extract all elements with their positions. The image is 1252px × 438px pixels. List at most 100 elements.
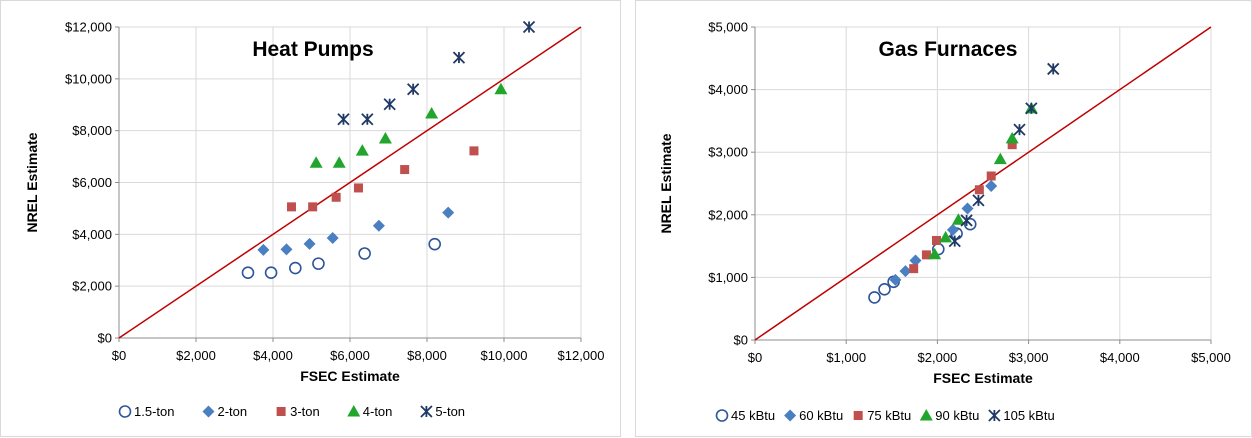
data-point <box>1007 140 1017 150</box>
data-point <box>332 156 346 168</box>
data-point <box>241 266 255 279</box>
series-5-ton <box>337 20 536 126</box>
legend-marker <box>118 405 132 418</box>
x-axis-ticks: $0 $1,000 $2,000 $3,000 $4,000 $5,000 <box>748 340 1231 365</box>
data-point <box>452 51 466 64</box>
x-tick-label: $4,000 <box>1100 350 1140 365</box>
legend-label: 90 kBtu <box>935 408 979 423</box>
data-point <box>425 107 439 119</box>
series-4-ton <box>309 82 508 168</box>
data-point <box>974 185 984 195</box>
legend-marker <box>420 405 433 418</box>
legend-label: 60 kBtu <box>799 408 843 423</box>
data-point <box>928 247 942 260</box>
x-tick-label: $5,000 <box>1191 350 1231 365</box>
data-point <box>286 202 296 212</box>
data-point <box>985 180 998 193</box>
data-point <box>909 254 922 267</box>
data-point <box>264 266 278 279</box>
data-point <box>972 194 985 207</box>
data-point <box>948 234 961 248</box>
data-point <box>303 237 316 250</box>
reference-line <box>754 26 1212 341</box>
data-point <box>921 250 931 260</box>
gas-furnaces-chart: $0 $1,000 $2,000 $3,000 $4,000 $5,000 $0 $1,000… <box>658 20 1231 424</box>
legend-marker <box>347 405 361 417</box>
y-tick-label: $4,000 <box>72 227 112 242</box>
series-60-kbtu <box>889 180 998 286</box>
chart-title: Heat Pumps <box>252 38 373 61</box>
y-tick-label: $8,000 <box>72 123 112 138</box>
data-point <box>280 243 293 256</box>
x-tick-label: $0 <box>112 348 126 363</box>
legend-item-90-kbtu: 90 kBtu <box>919 408 979 423</box>
y-tick-label: $5,000 <box>708 20 748 35</box>
legend-item-2-ton: 2-ton <box>202 404 247 419</box>
legend-item-60-kbtu: 60 kBtu <box>784 408 843 423</box>
gas-furnaces-chart-panel: $0 $1,000 $2,000 $3,000 $4,000 $5,000 $0 $1,000… <box>635 0 1252 437</box>
series-45-kbtu <box>868 217 977 304</box>
data-point <box>960 214 973 227</box>
x-tick-label: $2,000 <box>176 348 216 363</box>
y-tick-label: $2,000 <box>72 279 112 294</box>
data-point <box>946 223 959 236</box>
legend-item-5-ton: 5-ton <box>420 404 465 419</box>
legend-marker <box>919 409 933 421</box>
y-tick-label: $1,000 <box>708 270 748 285</box>
heat-pumps-chart: $0 $2,000 $4,000 $6,000 $8,000 $10,000 $12,000… <box>24 20 605 420</box>
legend-marker <box>202 405 215 418</box>
data-point <box>889 273 902 286</box>
data-point <box>469 146 479 156</box>
x-axis-ticks: $0 $2,000 $4,000 $6,000 $8,000 $10,000 $12,000 <box>112 338 605 363</box>
data-point <box>383 98 396 111</box>
x-tick-label: $4,000 <box>253 348 293 363</box>
series-1-5-ton <box>241 237 442 279</box>
series-2-ton <box>257 206 455 256</box>
x-tick-label: $0 <box>748 350 762 365</box>
heat-pumps-chart-panel: $0 $2,000 $4,000 $6,000 $8,000 $10,000 $12,000… <box>0 0 621 437</box>
data-point <box>326 231 339 244</box>
x-tick-label: $10,000 <box>481 348 528 363</box>
legend-marker <box>276 407 286 416</box>
y-tick-label: $3,000 <box>708 145 748 160</box>
y-tick-label: $10,000 <box>65 71 112 86</box>
y-tick-label: $2,000 <box>708 207 748 222</box>
data-point <box>353 183 363 193</box>
legend-item-1-5-ton: 1.5-ton <box>118 404 174 419</box>
legend-label: 45 kBtu <box>731 408 775 423</box>
y-tick-label: $4,000 <box>708 82 748 97</box>
data-point <box>257 243 270 256</box>
data-point <box>1047 62 1060 76</box>
y-axis-ticks: $0 $2,000 $4,000 $6,000 $8,000 $10,000 $12,000 <box>65 20 119 346</box>
data-point <box>378 131 392 144</box>
data-point <box>331 192 341 202</box>
data-point <box>1025 102 1038 115</box>
series-75-kbtu <box>909 140 1017 274</box>
x-tick-label: $6,000 <box>330 348 370 363</box>
y-axis-ticks: $0 $1,000 $2,000 $3,000 $4,000 $5,000 <box>708 20 755 348</box>
y-axis-title: NREL Estimate <box>24 132 40 232</box>
data-point <box>361 113 374 126</box>
data-point <box>289 261 302 275</box>
legend-label: 2-ton <box>217 404 247 419</box>
x-tick-label: $1,000 <box>826 350 866 365</box>
y-axis-title: NREL Estimate <box>658 133 674 233</box>
series-3-ton <box>286 146 479 212</box>
data-point <box>899 265 912 278</box>
data-point <box>931 235 941 245</box>
data-point <box>308 202 318 212</box>
x-tick-label: $12,000 <box>558 348 605 363</box>
y-tick-label: $0 <box>734 333 748 348</box>
legend-marker <box>784 409 797 422</box>
legend-item-4-ton: 4-ton <box>347 404 392 419</box>
data-point <box>442 206 455 219</box>
series-105-kbtu <box>948 62 1060 248</box>
legend: 45 kBtu 60 kBtu 75 kBtu 90 kBtu 105 kBtu <box>715 408 1055 423</box>
gridlines <box>118 26 582 339</box>
legend: 1.5-ton 2-ton 3-ton 4-ton 5-ton <box>118 404 465 419</box>
y-tick-label: $12,000 <box>65 20 112 35</box>
legend-item-3-ton: 3-ton <box>276 404 320 419</box>
legend-label: 1.5-ton <box>134 404 174 419</box>
x-tick-label: $3,000 <box>1009 350 1049 365</box>
data-point <box>522 20 536 34</box>
